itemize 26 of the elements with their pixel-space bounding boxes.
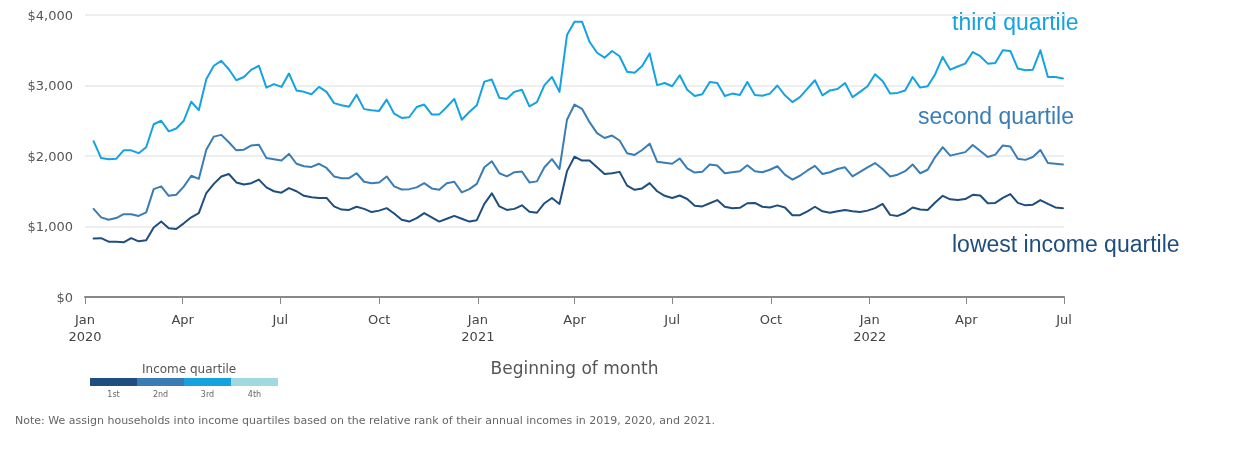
y-tick-label: $3,000 (27, 78, 73, 93)
text: 1st (107, 389, 120, 399)
x-tick-label: Jul (271, 312, 289, 327)
x-tick-label: Oct (367, 312, 391, 327)
text: 4th (247, 389, 262, 399)
x-tick-label: Jul (1055, 312, 1072, 327)
x-tick-label: Jan 2022 (853, 312, 887, 344)
y-tick-label: $4,000 (27, 7, 73, 23)
x-tick-label: Apr (563, 312, 587, 327)
x-tick-label: Apr (955, 312, 979, 327)
text: 2nd (152, 389, 169, 399)
series-label: lowest income quartile (952, 230, 1180, 257)
x-tick-label: Jul (663, 312, 681, 327)
x-tick-label: Jan 2020 (68, 312, 102, 344)
y-tick-label: $1,000 (27, 219, 73, 234)
series-label: third quartile (952, 8, 1079, 35)
y-tick-label: $2,000 (27, 148, 73, 164)
y-tick-label: $0 (56, 289, 73, 305)
x-tick-label: Oct (759, 312, 783, 327)
text: 3rd (200, 389, 215, 399)
series-label: second quartile (918, 102, 1074, 129)
x-axis-title: Beginning of month (490, 357, 659, 378)
x-tick-label: Jan 2021 (461, 312, 495, 344)
legend-title: Income quartile (142, 362, 237, 376)
text: Note: We assign households into income quartiles based on the relative rank of their annual incomes in 2019, 2020, and 2021. (15, 414, 715, 427)
x-tick-label: Apr (171, 312, 195, 327)
